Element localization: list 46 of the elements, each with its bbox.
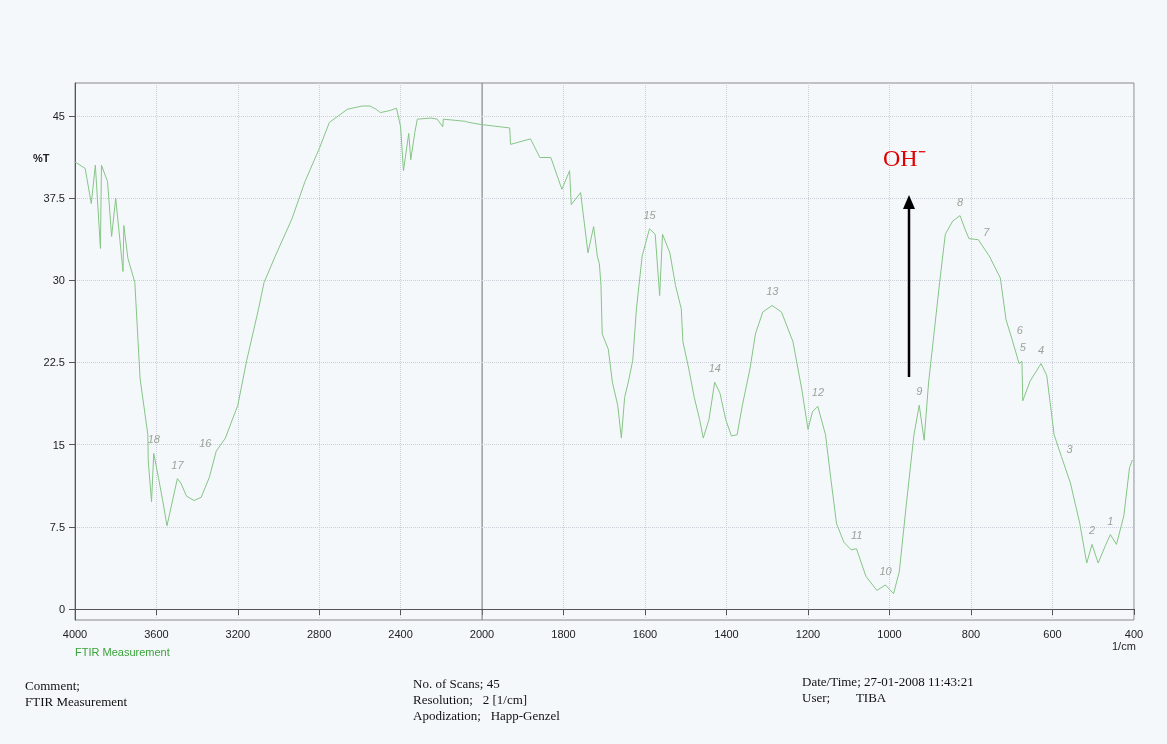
- annotation: 4: [1038, 343, 1045, 356]
- y-tick-label: 22.5: [43, 356, 65, 369]
- annotation: 2: [1089, 524, 1096, 537]
- x-tick-label: 1600: [632, 627, 658, 640]
- x-tick-label: 1200: [795, 627, 821, 640]
- x-tick-label: 1000: [877, 627, 902, 640]
- annotation: 7: [983, 225, 990, 238]
- annotation: 3: [1066, 442, 1073, 455]
- x-tick-label: 2400: [388, 627, 413, 640]
- y-tick-label: 0: [58, 603, 65, 616]
- annotation: 10: [879, 564, 892, 577]
- annotation: 17: [171, 458, 184, 471]
- annotation: 16: [199, 437, 212, 450]
- annotation: 18: [147, 433, 160, 446]
- annotation: 9: [916, 385, 923, 398]
- x-tick-label: 1800: [551, 627, 576, 640]
- x-tick-label: 3600: [144, 627, 169, 640]
- x-tick-label: 4000: [62, 627, 88, 640]
- annotation: 11: [850, 528, 863, 541]
- annotation: 5: [1019, 341, 1026, 354]
- annotation: 14: [708, 362, 721, 375]
- x-axis-title: 1/cm: [1112, 640, 1136, 652]
- text: No. of Scans; 45 Resolution; 2 [1/cm] Apodization; Happ-Genzel: [413, 676, 560, 724]
- text: Date/Time; 27-01-2008 11:43:21 User; TIBA: [802, 674, 974, 706]
- y-tick-label: 45: [52, 109, 65, 122]
- x-tick-label: 600: [1043, 627, 1062, 640]
- x-tick-label: 400: [1124, 627, 1144, 640]
- text: FTIR Measurement: [75, 646, 170, 658]
- x-tick-label: 2800: [306, 627, 332, 640]
- x-tick-label: 3200: [225, 627, 251, 640]
- y-axis-title: %T: [33, 152, 50, 164]
- x-tick-label: 2000: [469, 627, 495, 640]
- y-tick-label: 15: [52, 438, 65, 451]
- text: Comment; FTIR Measurement: [25, 678, 128, 710]
- x-tick-label: 1400: [714, 627, 739, 640]
- annotation: OH⁻: [883, 144, 926, 173]
- annotation: 1: [1107, 514, 1114, 527]
- x-tick-label: 800: [961, 627, 981, 640]
- annotation: 15: [643, 208, 656, 221]
- annotation: 6: [1016, 324, 1023, 337]
- y-tick-label: 37.5: [43, 192, 65, 205]
- y-tick-label: 30: [52, 274, 65, 287]
- annotation: 13: [766, 285, 779, 298]
- annotation: 8: [956, 195, 964, 208]
- annotation: 12: [811, 386, 825, 399]
- y-tick-label: 7.5: [49, 520, 65, 533]
